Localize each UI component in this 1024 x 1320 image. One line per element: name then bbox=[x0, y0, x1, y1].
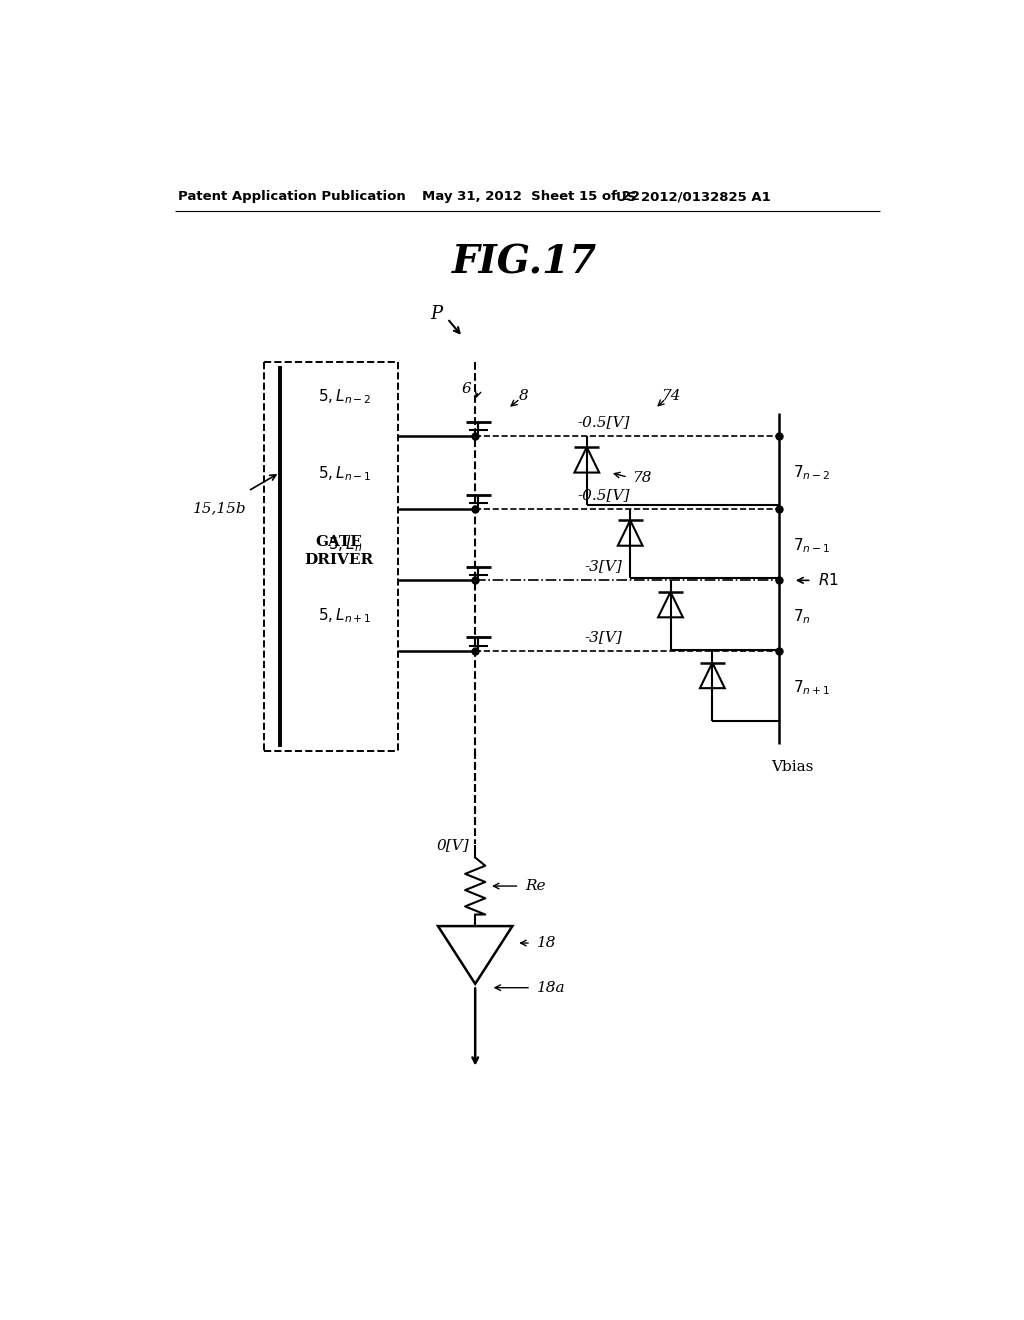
Text: $5, L_n$: $5, L_n$ bbox=[328, 536, 362, 554]
Text: $5, L_{n-1}$: $5, L_{n-1}$ bbox=[318, 465, 372, 483]
Text: Vbias: Vbias bbox=[771, 760, 814, 774]
Text: -0.5[V]: -0.5[V] bbox=[578, 488, 630, 502]
Text: 74: 74 bbox=[660, 388, 680, 403]
Text: $5, L_{n-2}$: $5, L_{n-2}$ bbox=[318, 388, 372, 407]
Text: Re: Re bbox=[525, 879, 546, 894]
Text: $5, L_{n+1}$: $5, L_{n+1}$ bbox=[318, 606, 372, 626]
Text: 18: 18 bbox=[538, 936, 557, 950]
Text: FIG.17: FIG.17 bbox=[453, 243, 597, 281]
Text: -3[V]: -3[V] bbox=[585, 631, 623, 644]
Text: US 2012/0132825 A1: US 2012/0132825 A1 bbox=[616, 190, 771, 203]
Text: -0.5[V]: -0.5[V] bbox=[578, 414, 630, 429]
Text: 6: 6 bbox=[462, 383, 471, 396]
Text: $7_{n-1}$: $7_{n-1}$ bbox=[793, 536, 830, 554]
Text: 18a: 18a bbox=[538, 981, 566, 995]
Text: -3[V]: -3[V] bbox=[585, 560, 623, 573]
Text: P: P bbox=[430, 305, 442, 323]
Text: 0[V]: 0[V] bbox=[436, 838, 469, 853]
Text: 78: 78 bbox=[632, 471, 651, 484]
Text: $7_{n-2}$: $7_{n-2}$ bbox=[793, 463, 830, 482]
Text: 8: 8 bbox=[518, 388, 528, 403]
Text: $R1$: $R1$ bbox=[818, 573, 839, 589]
Text: Patent Application Publication: Patent Application Publication bbox=[178, 190, 407, 203]
Text: 15,15b: 15,15b bbox=[193, 502, 246, 516]
Text: $7_{n+1}$: $7_{n+1}$ bbox=[793, 678, 830, 697]
Text: $7_{n}$: $7_{n}$ bbox=[793, 607, 811, 626]
Text: May 31, 2012  Sheet 15 of 22: May 31, 2012 Sheet 15 of 22 bbox=[423, 190, 640, 203]
Text: GATE
DRIVER: GATE DRIVER bbox=[304, 535, 373, 568]
